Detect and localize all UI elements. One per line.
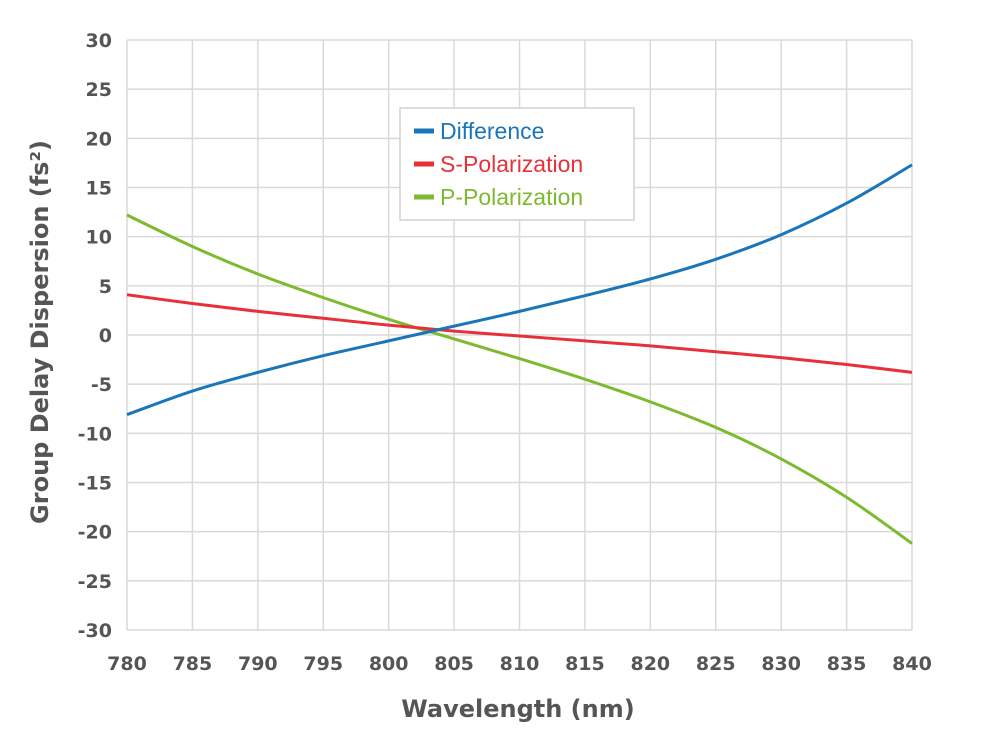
x-tick-label: 795 [303,653,343,675]
y-tick-label: 10 [86,227,112,249]
x-tick-label: 840 [892,653,932,675]
series-line-p-polarization [126,213,913,545]
y-tick-label: -15 [78,473,112,495]
x-tick-label: 805 [434,653,474,675]
y-tick-label: -20 [78,522,112,544]
series-lines [126,163,913,545]
y-tick-label: 30 [86,30,112,52]
legend: Difference S-Polarization P-Polarization [399,107,635,221]
legend-box [399,107,635,221]
x-tick-labels: 780 785 790 795 800 805 810 815 820 825 830 835 840 [107,653,932,675]
y-tick-label: -25 [78,571,112,593]
y-tick-label: 20 [86,128,112,150]
x-tick-label: 790 [238,653,278,675]
y-tick-label: -30 [78,620,112,642]
x-tick-label: 835 [827,653,867,675]
y-tick-label: -10 [78,423,112,445]
legend-label-s-polarization: S-Polarization [440,151,583,177]
y-tick-label: -5 [91,374,112,396]
x-tick-label: 830 [761,653,801,675]
series-line-difference [126,163,913,417]
x-tick-label: 800 [369,653,409,675]
series-line-s-polarization [126,293,913,374]
x-tick-label: 825 [696,653,736,675]
x-tick-label: 820 [630,653,670,675]
y-tick-label: 0 [99,325,112,347]
legend-label-p-polarization: P-Polarization [440,184,583,210]
x-tick-label: 810 [500,653,540,675]
x-tick-label: 785 [173,653,213,675]
x-tick-label: 815 [565,653,605,675]
y-tick-label: 25 [86,79,112,101]
legend-label-difference: Difference [440,118,544,144]
y-tick-label: 15 [86,178,112,200]
y-tick-label: 5 [99,276,112,298]
y-axis-title: Group Delay Dispersion (fs²) [26,140,54,524]
y-tick-labels: 30 25 20 15 10 5 0 -5 -10 -15 -20 -25 -30 [78,30,112,642]
x-tick-label: 780 [107,653,147,675]
x-axis-title: Wavelength (nm) [401,695,634,723]
